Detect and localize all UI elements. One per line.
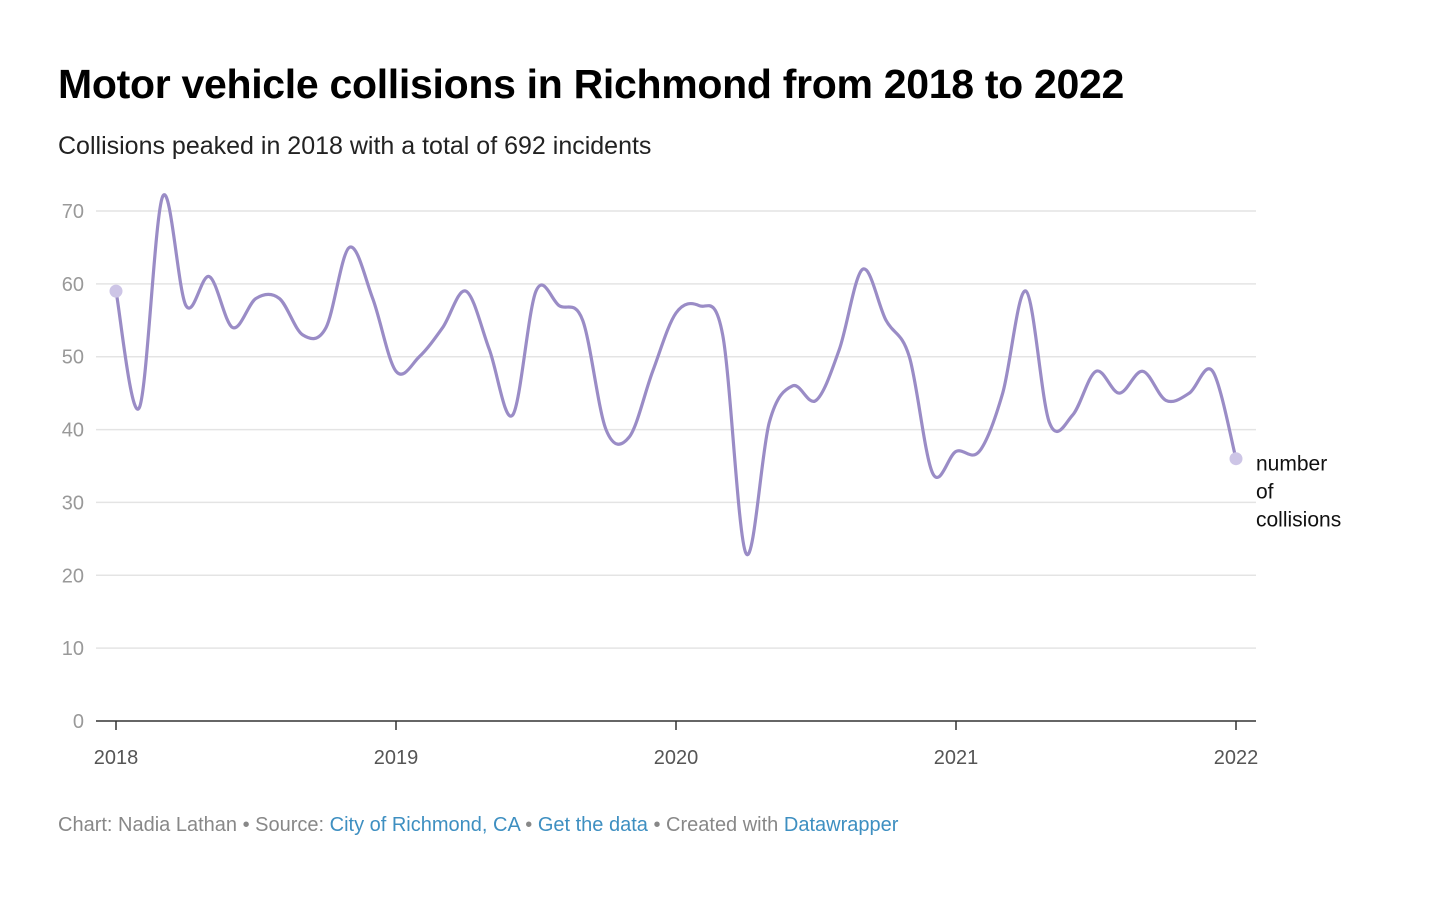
y-tick-label-60: 60 [62,274,84,296]
series-label: number of collisions [1256,453,1341,532]
footer-separator: • [519,814,538,836]
y-axis-ticks: 0 10 20 30 40 50 60 70 [62,201,84,733]
x-tick-label-2019: 2019 [374,747,419,769]
x-axis-ticks: 2018 2019 2020 2021 2022 [94,721,1259,769]
get-the-data-link[interactable]: Get the data [537,814,648,836]
y-tick-label-30: 30 [62,492,84,514]
series-line-0 [114,193,1238,557]
footer-separator: • [647,814,667,836]
footer-source-prefix: Source: [255,814,330,836]
y-tick-label-50: 50 [62,347,84,369]
footer-separator: • [237,814,256,836]
chart-subtitle: Collisions peaked in 2018 with a total o… [58,132,652,160]
source-link[interactable]: City of Richmond, CA [329,814,520,836]
y-tick-label-40: 40 [62,420,84,442]
series-label-line: collisions [1256,509,1341,532]
y-tick-label-0: 0 [73,711,84,733]
x-tick-label-2018: 2018 [94,747,139,769]
series-end-point [1229,452,1243,466]
gridlines [96,210,1256,649]
footer-created-prefix: Created with [666,814,784,836]
series-label-line: of [1256,481,1274,504]
series-label-line: number [1256,453,1327,476]
x-tick-label-2021: 2021 [934,747,979,769]
series-layer: number of collisions [109,193,1341,557]
x-tick-label-2022: 2022 [1214,747,1259,769]
footer-chart-credit: Chart: Nadia Lathan [58,814,238,836]
line-chart: 0 10 20 30 40 50 60 70 2018 2019 2020 2021 2022 num… [62,193,1341,769]
y-tick-label-70: 70 [62,201,84,223]
chart-footer: Chart: Nadia Lathan • Source: City of Ri… [58,811,898,839]
y-tick-label-10: 10 [62,638,84,660]
chart-title: Motor vehicle collisions in Richmond fro… [58,61,1125,107]
series-start-point [109,284,123,298]
y-tick-label-20: 20 [62,565,84,587]
x-tick-label-2020: 2020 [654,747,699,769]
datawrapper-link[interactable]: Datawrapper [783,814,899,836]
